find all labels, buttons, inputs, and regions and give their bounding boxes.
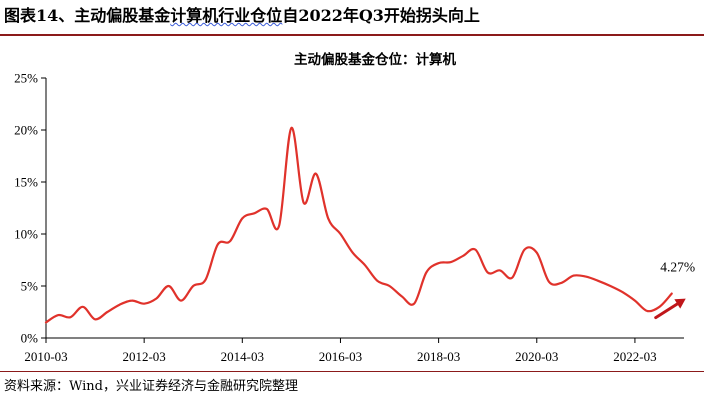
- source-divider: [0, 371, 704, 372]
- y-tick-label: 15%: [14, 175, 38, 190]
- figure-title-suffix: 自2022年Q3开始拐头向上: [282, 6, 480, 25]
- x-tick-label: 2014-03: [221, 349, 264, 364]
- figure-title-squiggle: 计算机行业仓位: [170, 6, 283, 25]
- x-tick-label: 2012-03: [122, 349, 165, 364]
- x-tick-label: 2010-03: [24, 349, 67, 364]
- y-tick-label: 20%: [14, 123, 38, 138]
- data-label-latest: 4.27%: [660, 260, 695, 275]
- x-tick-label: 2020-03: [515, 349, 558, 364]
- y-tick-label: 10%: [14, 227, 38, 242]
- chart-title: 主动偏股基金仓位：计算机: [294, 51, 456, 68]
- figure-title-prefix: 主动偏股基金: [74, 6, 171, 25]
- series-line: [44, 126, 673, 324]
- title-divider: [0, 34, 704, 36]
- source-note: 资料来源：Wind，兴业证券经济与金融研究院整理: [4, 379, 298, 394]
- y-tick-label: 0%: [21, 331, 39, 346]
- x-tick-label: 2018-03: [417, 349, 460, 364]
- trend-arrow-icon: [654, 300, 683, 320]
- x-tick-label: 2022-03: [613, 349, 656, 364]
- figure-number: 图表14、: [4, 6, 75, 25]
- line-chart: 主动偏股基金仓位：计算机 0% 5% 10% 15% 20% 25% 2010-03 2012-…: [14, 51, 695, 364]
- trend-arrow-head-icon: [674, 298, 686, 309]
- x-tick-label: 2016-03: [319, 349, 362, 364]
- y-tick-label: 25%: [14, 71, 38, 86]
- y-tick-label: 5%: [21, 279, 39, 294]
- figure-title: 图表14、主动偏股基金计算机行业仓位自2022年Q3开始拐头向上: [4, 2, 480, 26]
